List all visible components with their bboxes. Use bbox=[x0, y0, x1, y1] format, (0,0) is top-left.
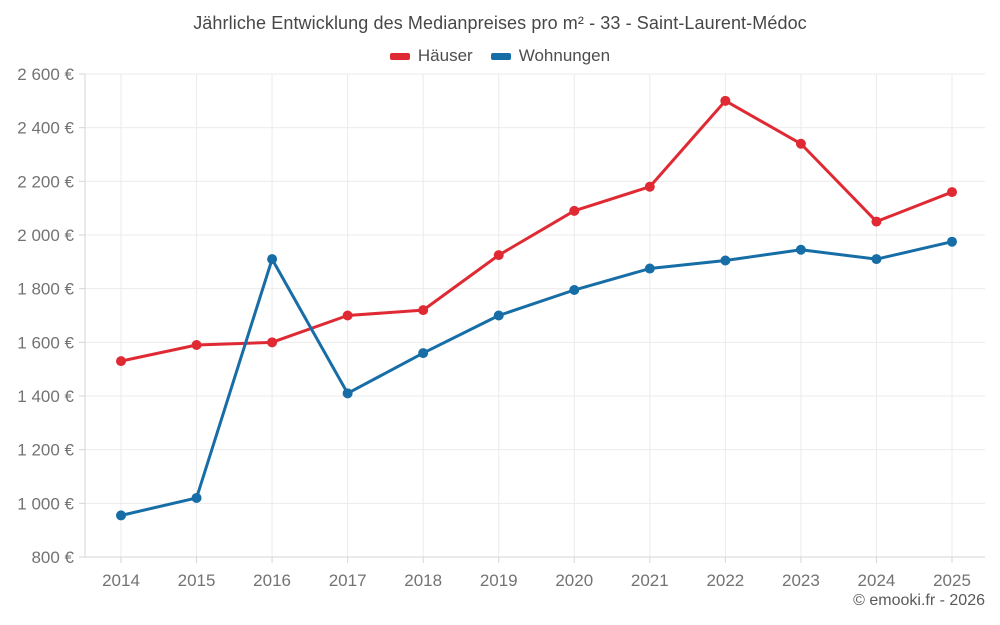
y-axis-tick-label: 2 200 € bbox=[17, 172, 74, 191]
data-point-wohnungen-2014[interactable] bbox=[116, 510, 126, 521]
data-point-hauser-2016[interactable] bbox=[267, 337, 278, 348]
series-line-hauser bbox=[119, 99, 954, 363]
x-axis-tick-label: 2016 bbox=[253, 571, 291, 590]
x-axis-tick-label: 2018 bbox=[404, 571, 442, 590]
legend: Häuser Wohnungen bbox=[0, 46, 1000, 66]
legend-item-hauser[interactable]: Häuser bbox=[389, 46, 473, 66]
data-point-wohnungen-2015[interactable] bbox=[191, 492, 202, 503]
footer-credit: © emooki.fr - 2026 bbox=[853, 592, 985, 609]
x-axis-tick-label: 2015 bbox=[178, 571, 216, 590]
legend-item-wohnungen[interactable]: Wohnungen bbox=[490, 46, 611, 66]
data-point-wohnungen-2025[interactable] bbox=[947, 236, 957, 247]
x-axis-tick-label: 2019 bbox=[480, 571, 518, 590]
x-axis-tick-label: 2020 bbox=[555, 571, 593, 590]
data-point-hauser-2024[interactable] bbox=[871, 216, 882, 227]
series-line-wohnungen bbox=[119, 240, 954, 517]
chart-title: Jährliche Entwicklung des Medianpreises … bbox=[193, 13, 807, 33]
data-point-wohnungen-2023[interactable] bbox=[795, 244, 806, 255]
legend-label: Häuser bbox=[417, 46, 473, 65]
legend-label: Wohnungen bbox=[518, 46, 611, 65]
y-axis-tick-label: 1 600 € bbox=[17, 333, 74, 352]
x-axis-tick-label: 2025 bbox=[933, 571, 971, 590]
data-point-wohnungen-2021[interactable] bbox=[644, 263, 655, 274]
data-point-wohnungen-2016[interactable] bbox=[267, 254, 278, 265]
data-point-hauser-2022[interactable] bbox=[720, 95, 731, 106]
legend-marker-hauser bbox=[389, 52, 410, 60]
x-axis-tick-label: 2024 bbox=[858, 571, 896, 590]
y-axis-tick-label: 1 400 € bbox=[17, 387, 74, 406]
y-axis-tick-label: 2 400 € bbox=[17, 119, 74, 138]
y-axis-tick-label: 1 800 € bbox=[17, 280, 74, 299]
data-point-wohnungen-2019[interactable] bbox=[493, 310, 504, 321]
data-point-wohnungen-2020[interactable] bbox=[569, 285, 580, 296]
data-point-hauser-2018[interactable] bbox=[418, 305, 429, 316]
y-axis-tick-label: 1 200 € bbox=[17, 441, 74, 460]
x-axis-tick-label: 2022 bbox=[706, 571, 744, 590]
y-axis-tick-label: 2 000 € bbox=[17, 226, 74, 245]
legend-marker-wohnungen bbox=[490, 52, 511, 60]
data-point-wohnungen-2024[interactable] bbox=[871, 254, 882, 265]
data-point-hauser-2020[interactable] bbox=[569, 205, 580, 216]
data-point-hauser-2025[interactable] bbox=[947, 187, 957, 198]
y-axis-tick-label: 800 € bbox=[31, 548, 74, 567]
data-point-wohnungen-2017[interactable] bbox=[342, 388, 353, 399]
y-axis-tick-label: 2 600 € bbox=[17, 65, 74, 84]
x-axis-tick-label: 2014 bbox=[102, 571, 140, 590]
data-point-hauser-2014[interactable] bbox=[116, 356, 126, 367]
data-point-hauser-2015[interactable] bbox=[191, 340, 202, 351]
y-axis-tick-label: 1 000 € bbox=[17, 494, 74, 513]
x-axis-tick-label: 2023 bbox=[782, 571, 820, 590]
data-point-hauser-2017[interactable] bbox=[342, 310, 353, 321]
data-point-wohnungen-2022[interactable] bbox=[720, 255, 731, 266]
x-axis-tick-label: 2021 bbox=[631, 571, 669, 590]
data-point-hauser-2019[interactable] bbox=[493, 250, 504, 261]
data-point-wohnungen-2018[interactable] bbox=[418, 348, 429, 359]
x-axis-tick-label: 2017 bbox=[329, 571, 367, 590]
data-point-hauser-2021[interactable] bbox=[644, 181, 655, 192]
data-point-hauser-2023[interactable] bbox=[795, 138, 806, 149]
